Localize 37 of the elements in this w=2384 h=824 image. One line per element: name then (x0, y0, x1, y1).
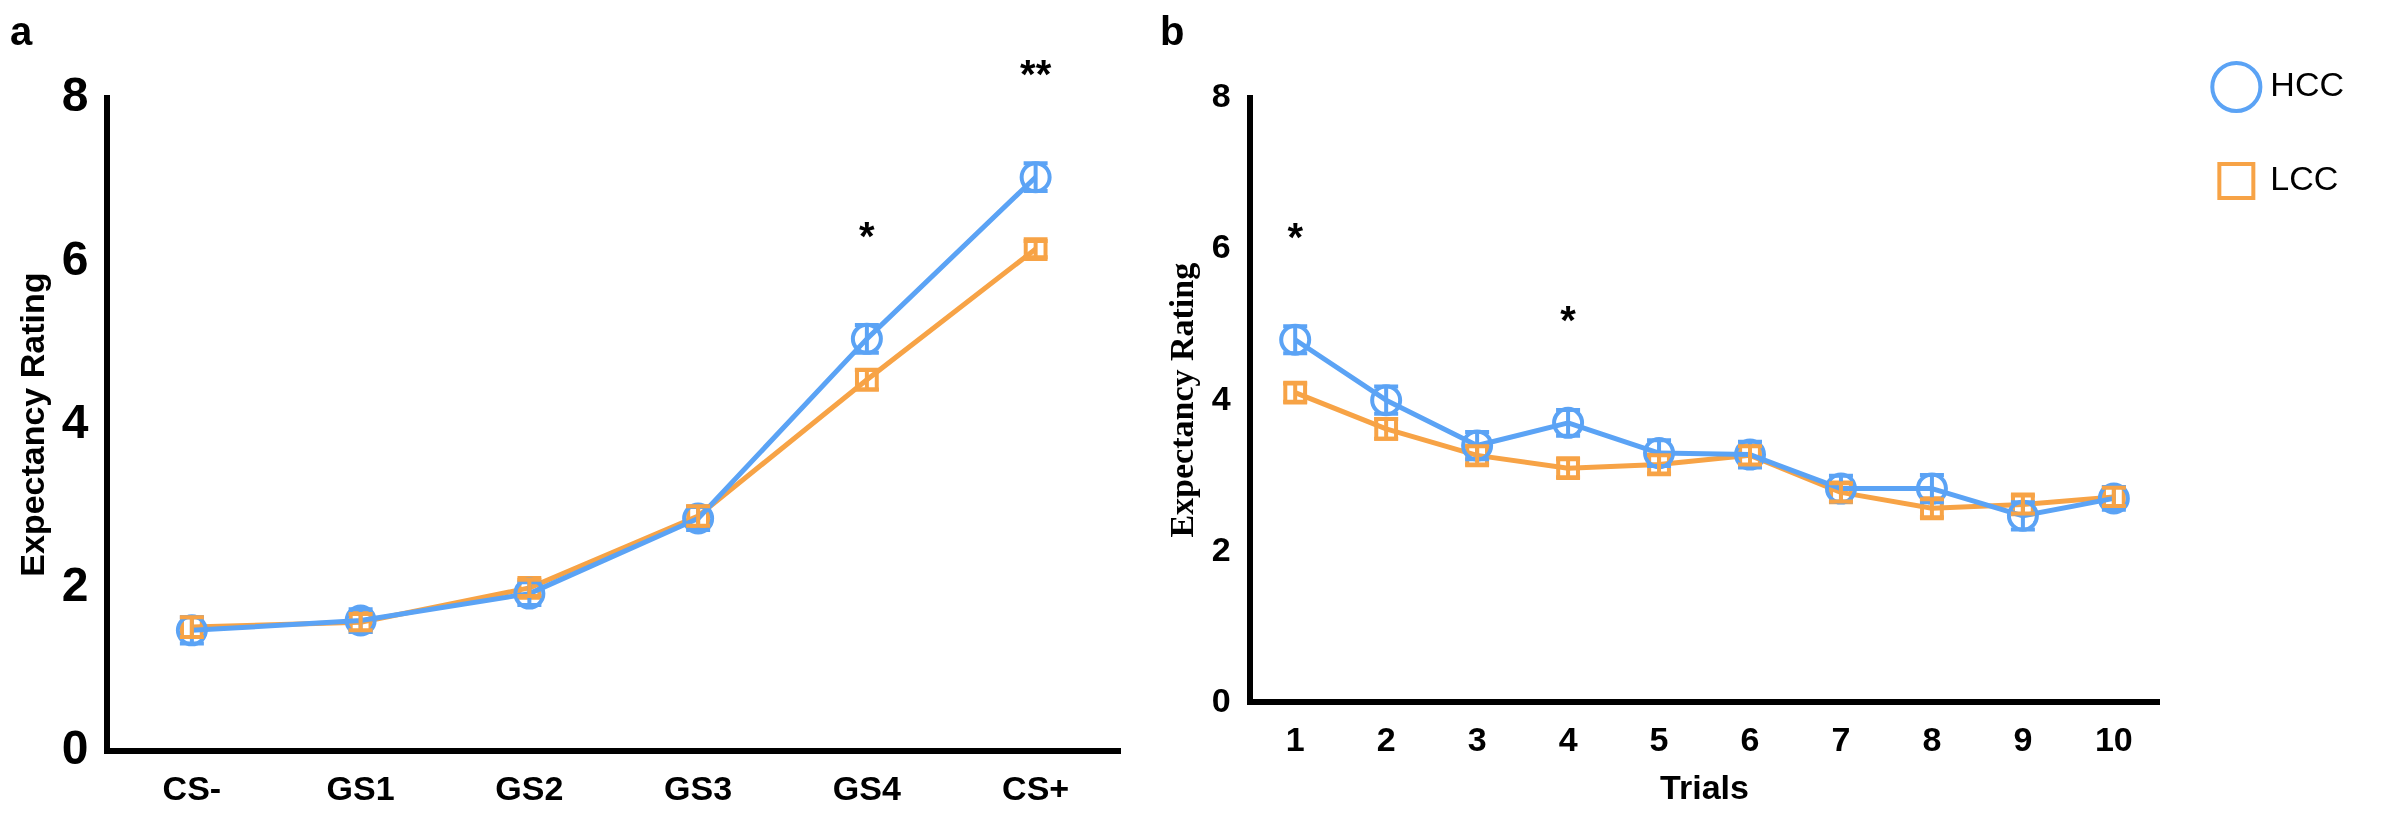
y-axis-title: Expectancy Rating (1163, 262, 1201, 538)
y-tick-label: 2 (61, 558, 89, 612)
annotation: ** (1020, 52, 1052, 97)
y-axis-title: Expectancy Rating (12, 272, 51, 577)
x-tick-label: CS+ (1002, 768, 1070, 807)
y-tick-label: 0 (1211, 680, 1231, 719)
chart-title: b (1160, 9, 1185, 54)
y-tick-label: 2 (1211, 529, 1231, 568)
x-tick-label: 10 (2094, 720, 2133, 759)
x-tick-label: GS2 (495, 768, 564, 807)
y-tick-label: 4 (61, 394, 89, 448)
x-tick-label: 2 (1376, 720, 1396, 759)
y-tick-label: 0 (61, 721, 89, 775)
x-tick-label: 3 (1467, 720, 1487, 759)
annotation: * (1287, 214, 1304, 259)
x-tick-label: GS4 (832, 768, 901, 807)
x-tick-label: 9 (2013, 720, 2033, 759)
y-tick-label: 6 (1211, 227, 1231, 266)
y-tick-label: 8 (1211, 76, 1231, 115)
x-tick-label: 4 (1558, 720, 1578, 759)
y-tick-label: 6 (61, 231, 89, 285)
x-tick-label: CS- (162, 768, 222, 807)
chart-title: a (10, 9, 33, 54)
x-tick-label: 7 (1831, 720, 1851, 759)
x-tick-label: GS1 (326, 768, 395, 807)
x-tick-label: 1 (1285, 720, 1305, 759)
annotation: * (1560, 297, 1577, 342)
y-tick-label: 4 (1211, 378, 1231, 417)
x-tick-label: 8 (1922, 720, 1942, 759)
y-tick-label: 8 (61, 68, 89, 122)
x-tick-label: GS3 (664, 768, 733, 807)
x-tick-label: 6 (1740, 720, 1760, 759)
legend-label: LCC (2270, 159, 2339, 198)
annotation: * (859, 213, 876, 258)
x-axis-title: Trials (1660, 767, 1749, 806)
legend-label: HCC (2270, 65, 2345, 104)
x-tick-label: 5 (1649, 720, 1669, 759)
